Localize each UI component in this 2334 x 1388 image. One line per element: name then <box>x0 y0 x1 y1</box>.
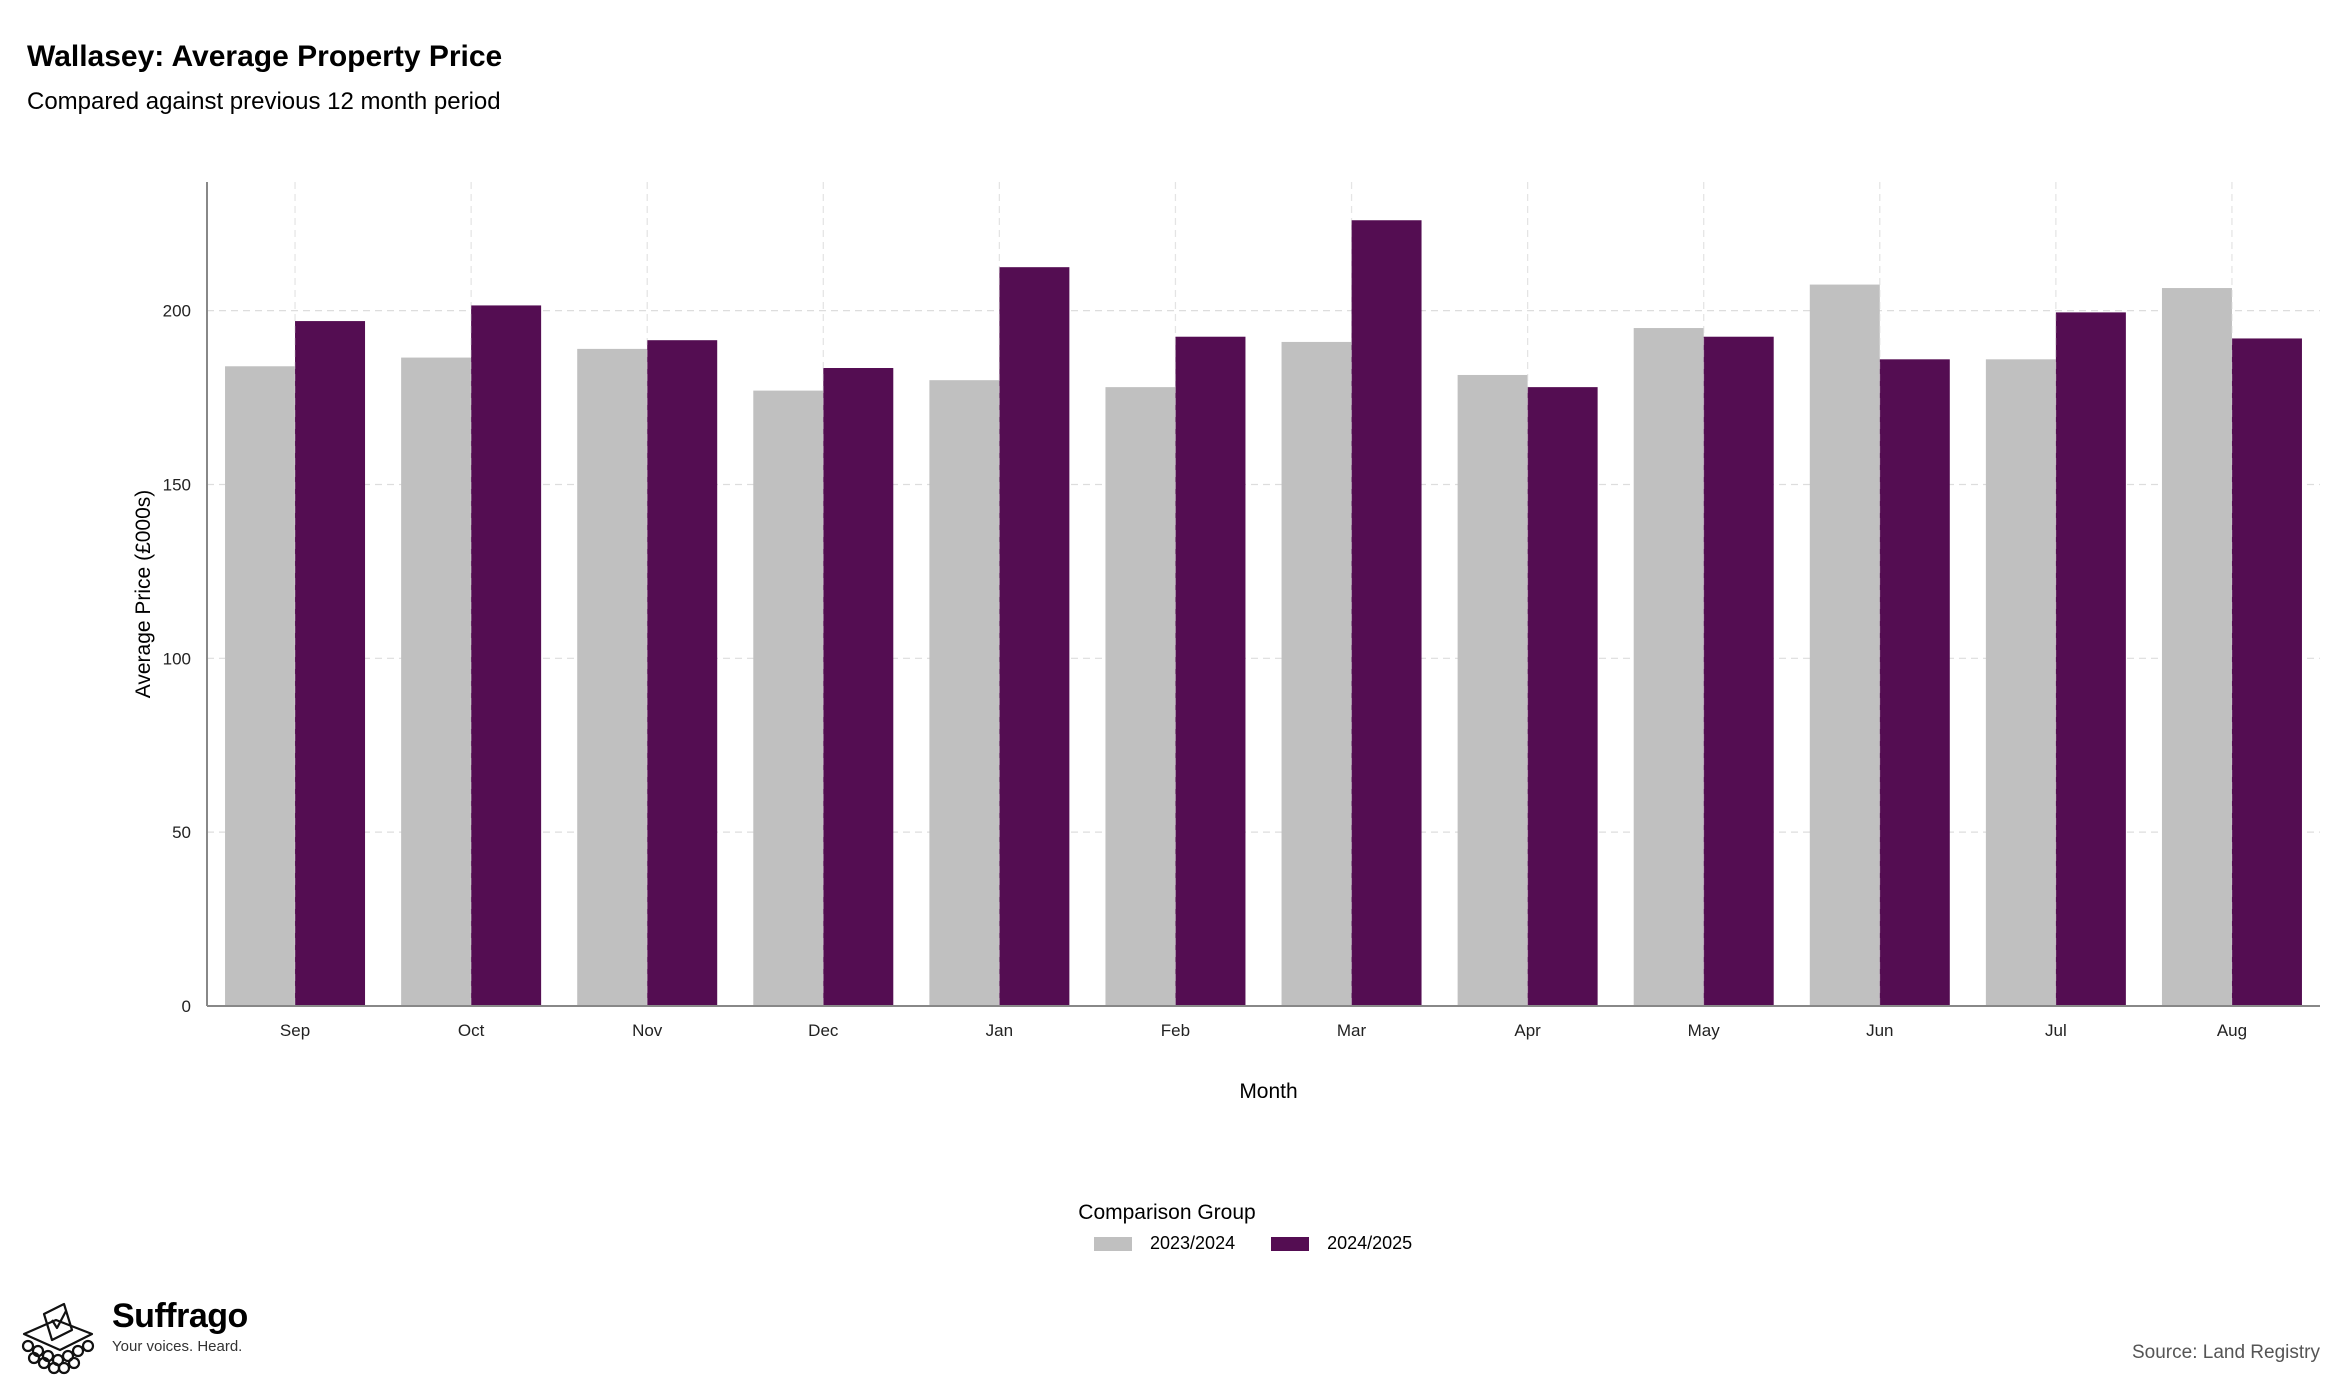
brand-name: Suffrago <box>112 1297 248 1335</box>
x-tick-label: Jun <box>1866 1021 1893 1040</box>
bar-series-a-sep <box>225 366 296 1007</box>
x-tick-label: Feb <box>1161 1021 1190 1040</box>
x-tick-label: Dec <box>808 1021 839 1040</box>
bar-series-b-oct <box>471 305 542 1006</box>
y-tick-label: 200 <box>163 302 191 321</box>
x-tick-label: Mar <box>1337 1021 1367 1040</box>
bar-series-a-feb <box>1105 387 1176 1006</box>
bar-series-b-sep <box>295 321 366 1006</box>
bar-series-a-apr <box>1457 374 1528 1006</box>
bar-series-b-apr <box>1527 387 1598 1006</box>
bar-series-b-nov <box>647 340 718 1006</box>
x-tick-label: Jan <box>986 1021 1013 1040</box>
bar-series-a-may <box>1633 328 1704 1006</box>
legend-label-series-a: 2023/2024 <box>1150 1233 1236 1253</box>
y-tick-label: 100 <box>163 649 191 668</box>
legend: 2023/2024 2024/2025 <box>1094 1233 1448 1254</box>
x-axis-title: Month <box>1239 1080 1297 1103</box>
x-tick-label: Sep <box>280 1021 310 1040</box>
chart-title: Wallasey: Average Property Price <box>27 40 503 73</box>
x-tick-label: Nov <box>632 1021 663 1040</box>
bar-series-b-jan <box>999 267 1070 1007</box>
bar-series-a-oct <box>401 357 472 1006</box>
x-tick-label: May <box>1688 1021 1721 1040</box>
bar-series-b-feb <box>1175 336 1246 1006</box>
bar-series-b-dec <box>823 368 894 1007</box>
bar-series-a-nov <box>577 348 648 1006</box>
axis-layer: 0 50 100 150 200 Sep Oct Nov Dec Jan Feb Mar Apr May J… <box>163 182 2320 1040</box>
ballot-box-icon <box>21 1302 95 1375</box>
y-tick-label: 50 <box>172 823 191 842</box>
brand-logo: Suffrago Your voices. Heard. <box>14 1296 248 1376</box>
legend-swatch-series-b <box>1271 1236 1310 1251</box>
brand-tagline: Your voices. Heard. <box>112 1338 243 1355</box>
bar-layer <box>225 182 2302 1007</box>
chart-subtitle: Compared against previous 12 month perio… <box>27 88 501 115</box>
bar-series-b-aug <box>2231 338 2302 1006</box>
bar-series-b-mar <box>1351 220 1422 1006</box>
x-tick-label: Jul <box>2045 1021 2067 1040</box>
source-note: Source: Land Registry <box>2132 1342 2320 1363</box>
y-tick-label: 0 <box>182 997 191 1016</box>
bar-series-b-jun <box>1879 359 1950 1006</box>
legend-label-series-b: 2024/2025 <box>1327 1233 1413 1253</box>
bar-series-a-jun <box>1809 284 1880 1006</box>
x-tick-label: Aug <box>2217 1021 2247 1040</box>
legend-item-series-a: 2023/2024 <box>1094 1233 1235 1254</box>
legend-swatch-series-a <box>1094 1236 1132 1251</box>
bar-series-a-jul <box>1985 359 2056 1006</box>
bar-series-a-dec <box>753 390 824 1006</box>
bar-series-a-jan <box>929 380 1000 1006</box>
x-tick-label: Apr <box>1514 1021 1541 1040</box>
legend-item-series-b: 2024/2025 <box>1271 1233 1412 1254</box>
legend-title: Comparison Group <box>1078 1201 1256 1224</box>
y-tick-label: 150 <box>163 475 191 494</box>
bar-series-b-jul <box>2055 312 2126 1006</box>
x-tick-label: Oct <box>458 1021 485 1040</box>
y-axis-title: Average Price (£000s) <box>132 490 155 699</box>
bar-series-a-mar <box>1281 341 1352 1006</box>
bar-series-a-aug <box>2161 288 2232 1006</box>
bar-series-b-may <box>1703 336 1774 1006</box>
